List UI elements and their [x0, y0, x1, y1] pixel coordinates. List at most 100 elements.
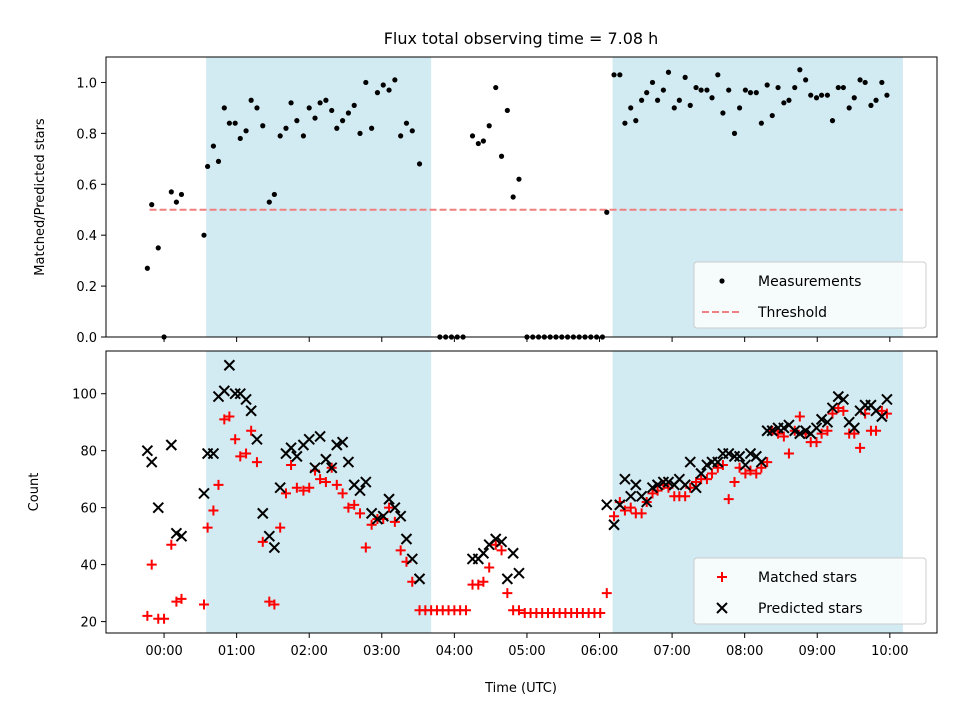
measurement-point [633, 118, 639, 124]
matched-point [647, 488, 658, 499]
matched-point [833, 402, 844, 413]
matched-point [811, 437, 822, 448]
matched-point [235, 451, 246, 462]
measurement-point [248, 97, 254, 103]
predicted-point [625, 490, 637, 502]
measurement-point [792, 84, 798, 91]
matched-point [822, 425, 833, 436]
measurement-point [243, 128, 249, 134]
matched-point [740, 468, 751, 479]
predicted-point [326, 462, 338, 474]
x-tick-label: 06:00 [581, 644, 618, 659]
predicted-point [821, 416, 834, 428]
measurement-point [693, 84, 699, 91]
y-tick-label: 20 [80, 616, 97, 631]
predicted-point [146, 456, 158, 468]
legend-box [693, 557, 927, 625]
measurement-point [215, 158, 222, 164]
measurement-point [294, 118, 300, 124]
matched-point [723, 494, 734, 505]
matched-point [171, 596, 182, 607]
matched-point [384, 502, 395, 513]
measurement-point [797, 67, 803, 73]
measurement-point [835, 84, 841, 91]
predicted-point [690, 482, 702, 494]
measurement-point [873, 97, 879, 103]
matched-point [251, 457, 262, 468]
legend-marker-matched [717, 572, 727, 582]
measurement-point [288, 100, 294, 106]
predicted-point [240, 393, 252, 406]
predicted-point [268, 541, 281, 554]
matched-point [601, 588, 612, 599]
matched-point [395, 545, 406, 556]
measurement-point [380, 82, 386, 88]
predicted-point [383, 493, 395, 505]
matched-point [343, 502, 354, 513]
predicted-point [394, 510, 407, 522]
predicted-point [257, 507, 269, 520]
x-axis-label: Time (UTC) [484, 681, 557, 696]
measurement-point [144, 265, 150, 271]
measurement-point [742, 87, 748, 93]
measurement-point [237, 135, 243, 142]
measurement-point [266, 199, 272, 205]
y-tick-label: 80 [80, 445, 97, 460]
predicted-point [601, 499, 613, 511]
measurement-point [868, 102, 874, 108]
matched-point [609, 511, 620, 522]
predicted-point [223, 359, 236, 371]
matched-point [871, 425, 882, 436]
matched-point [320, 477, 331, 488]
legend-box [693, 261, 927, 329]
legend: Measurements Threshold [693, 261, 927, 329]
measurement-point [829, 118, 836, 124]
predicted-point [826, 402, 839, 414]
predicted-point [229, 388, 241, 400]
predicted-point [413, 573, 426, 585]
observing-window-0 [206, 57, 432, 337]
matched-point [502, 588, 513, 599]
measurement-point [808, 92, 814, 98]
predicted-point [285, 442, 297, 454]
matched-point [876, 405, 887, 416]
measurement-point [665, 69, 672, 75]
predicted-point [684, 456, 696, 468]
measurement-point [857, 77, 863, 83]
measurement-point [155, 245, 161, 251]
plot-frame [105, 56, 938, 338]
matched-point [827, 408, 838, 419]
predicted-point [371, 513, 384, 525]
matched-point [478, 576, 489, 587]
matched-point [298, 485, 309, 496]
predicted-point [794, 427, 806, 440]
y-tick-label: 1.0 [76, 76, 97, 91]
measurement-point [747, 90, 754, 96]
measurement-point [709, 95, 715, 101]
measurement-point [493, 84, 499, 91]
measurement-point [644, 90, 650, 96]
matched-point [838, 405, 849, 416]
measurement-point [671, 105, 677, 111]
x-tick-label: 00:00 [145, 644, 182, 659]
matched-point [625, 502, 636, 513]
measurement-point [283, 125, 289, 131]
x-tick-label: 10:00 [871, 644, 908, 659]
predicted-point [810, 422, 823, 434]
matched-point [751, 468, 762, 479]
measurement-point [726, 87, 732, 93]
measurement-point [731, 130, 738, 136]
matched-point [275, 522, 286, 533]
measurement-point [639, 97, 645, 103]
measurement-point [510, 194, 516, 200]
matched-point [219, 414, 230, 425]
measurement-point [628, 105, 634, 111]
x-tick-label: 05:00 [508, 644, 545, 659]
matched-point [176, 593, 187, 604]
matched-point [460, 605, 471, 616]
predicted-point [400, 533, 413, 545]
measurement-point [173, 199, 179, 205]
matched-point [745, 465, 756, 476]
measurement-point [486, 123, 492, 129]
measurement-point [604, 209, 610, 215]
